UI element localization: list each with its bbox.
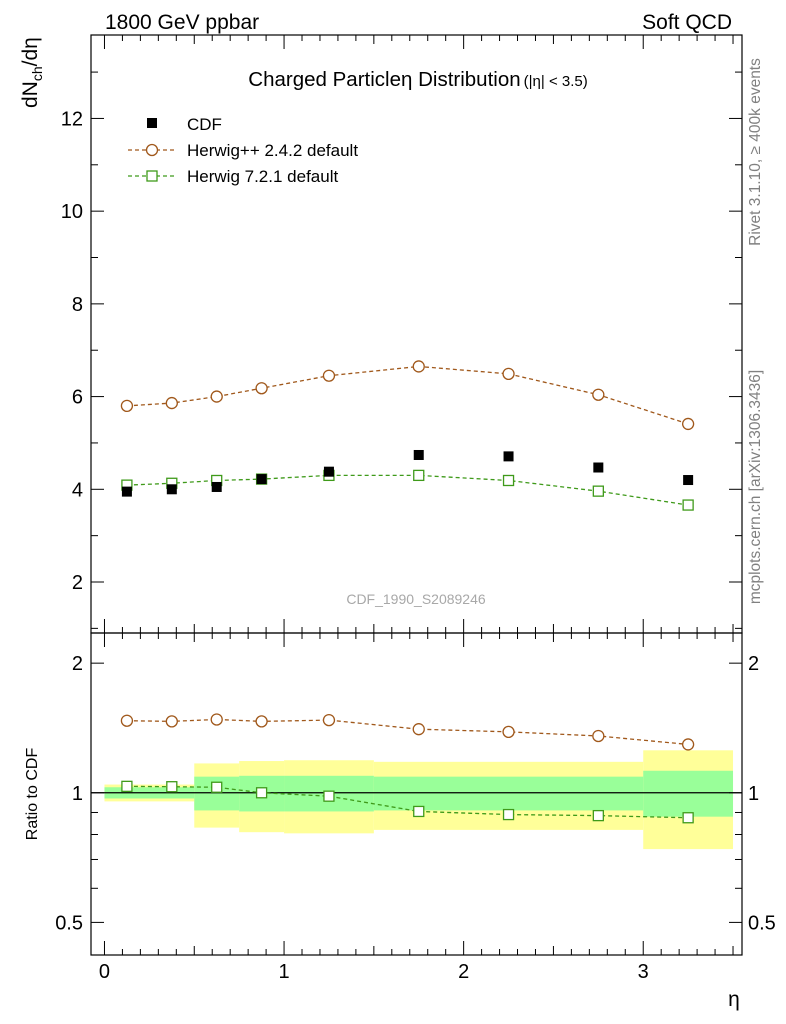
legend: CDF Herwig++ 2.4.2 default Herwig 7.2.1 … — [128, 115, 358, 186]
cdf-point — [121, 486, 132, 497]
x-tick-label: 2 — [458, 961, 469, 983]
series-line — [126, 474, 689, 506]
cdf-point — [323, 466, 334, 477]
header-left: 1800 GeV ppbar — [105, 11, 259, 34]
main-ytick-labels: 2 4 6 8 10 12 — [61, 108, 83, 594]
ratio-herwigpp-point — [502, 725, 515, 739]
ratio-herwigpp-point — [210, 713, 223, 726]
ratio-herwig7-point — [121, 780, 133, 792]
analysis-watermark: CDF_1990_S2089246 — [346, 591, 486, 607]
cdf-point — [256, 474, 267, 485]
y-tick-label: 12 — [61, 108, 83, 130]
herwig7-point — [502, 474, 515, 487]
y-tick-label: 6 — [72, 387, 83, 409]
ylabel-main: dN — [19, 81, 42, 108]
chart-title-eta: η — [401, 68, 412, 91]
legend-herwigpp-label: Herwig++ 2.4.2 default — [187, 141, 358, 160]
ratio-y-tick-label-left: 1 — [72, 783, 83, 805]
cdf-point — [211, 481, 222, 492]
herwigpp-point — [681, 417, 695, 431]
legend-herwig7-marker — [146, 170, 158, 182]
header-right: Soft QCD — [642, 11, 732, 34]
x-tick-label: 0 — [99, 961, 110, 983]
mcplots-label: mcplots.cern.ch [arXiv:1306.3436] — [747, 370, 764, 604]
ratio-series-line — [126, 718, 689, 746]
y-tick-label: 2 — [72, 572, 83, 594]
main-marks — [120, 360, 695, 511]
ratio-ticks — [91, 633, 742, 955]
ratio-panel: 0.5 0.5 1 1 2 2 0 1 2 3 Ratio to CDF η — [24, 632, 776, 1011]
ratio-band-inner — [373, 776, 644, 811]
herwigpp-point — [255, 382, 268, 395]
ratio-herwigpp-point — [322, 713, 336, 727]
y-tick-label: 10 — [61, 201, 83, 223]
legend-herwig7-label: Herwig 7.2.1 default — [187, 167, 338, 186]
ratio-xtick-labels: 0 1 2 3 — [99, 961, 649, 983]
cdf-point — [593, 462, 604, 473]
herwigpp-point — [502, 367, 515, 381]
legend-herwigpp-marker — [145, 143, 159, 157]
ratio-bands — [104, 750, 734, 850]
ratio-herwigpp-point — [120, 714, 134, 727]
ratio-herwig7-point — [502, 808, 515, 821]
cdf-point — [166, 484, 177, 495]
ratio-band-inner — [643, 770, 734, 817]
ratio-y-tick-label-left: 2 — [72, 653, 83, 675]
herwigpp-point — [210, 390, 223, 403]
y-tick-label: 8 — [72, 294, 83, 316]
ratio-herwigpp-point — [412, 723, 425, 736]
main-panel: 2 4 6 8 10 12 dNch/dη Charged Particleη Distr… — [19, 34, 743, 634]
x-tick-label: 1 — [278, 961, 289, 983]
ratio-herwig7-point — [413, 805, 425, 818]
ratio-ytick-labels: 0.5 0.5 1 1 2 2 — [55, 653, 776, 934]
ratio-frame — [90, 632, 743, 956]
herwigpp-point — [322, 369, 336, 382]
y-tick-label: 4 — [72, 479, 83, 501]
ratio-y-tick-label-left: 0.5 — [55, 912, 83, 934]
cdf-point — [503, 451, 514, 462]
ratio-series-line — [126, 785, 689, 819]
herwigpp-point — [412, 360, 425, 373]
main-ticks — [91, 35, 742, 633]
chart-title-cut: (|η| < 3.5) — [524, 73, 588, 90]
rivet-label: Rivet 3.1.10, ≥ 400k events — [747, 58, 764, 246]
x-axis-label: η — [728, 988, 740, 1011]
herwig7-point — [592, 485, 604, 497]
herwigpp-point — [165, 396, 178, 410]
main-ylabel: dNch/dη — [19, 37, 45, 108]
ratio-herwigpp-point — [165, 715, 178, 728]
ratio-herwig7-point — [682, 812, 694, 824]
ratio-herwig7-point — [255, 787, 268, 799]
ylabel-sub: ch — [29, 66, 45, 81]
herwig7-point — [682, 499, 694, 511]
ratio-y-tick-label-right: 2 — [748, 653, 759, 675]
herwigpp-point — [592, 388, 605, 401]
ratio-herwig7-point — [323, 790, 335, 802]
x-tick-label: 3 — [638, 961, 649, 983]
legend-cdf-marker — [147, 118, 157, 128]
herwigpp-point — [120, 399, 134, 413]
ylabel-tail: /dη — [19, 37, 42, 66]
chart-title: Charged Particleη Distribution (|η| < 3.5… — [248, 68, 587, 91]
legend-cdf-label: CDF — [187, 115, 222, 134]
ratio-marks — [120, 713, 695, 824]
ratio-y-tick-label-right: 1 — [748, 783, 759, 805]
ratio-herwigpp-point — [255, 715, 268, 728]
ratio-ylabel: Ratio to CDF — [24, 748, 41, 841]
ratio-herwig7-point — [592, 809, 604, 822]
herwig7-point — [413, 469, 425, 482]
chart-title-text: Charged Particle — [248, 68, 401, 91]
ratio-herwig7-point — [211, 781, 223, 793]
ratio-herwigpp-point — [592, 729, 605, 743]
cdf-point — [683, 475, 694, 486]
chart-title-distribution: Distribution — [412, 68, 520, 91]
ratio-herwig7-point — [166, 781, 178, 793]
ratio-y-tick-label-right: 0.5 — [748, 912, 776, 934]
ratio-herwigpp-point — [681, 738, 695, 751]
cdf-point — [413, 449, 424, 460]
